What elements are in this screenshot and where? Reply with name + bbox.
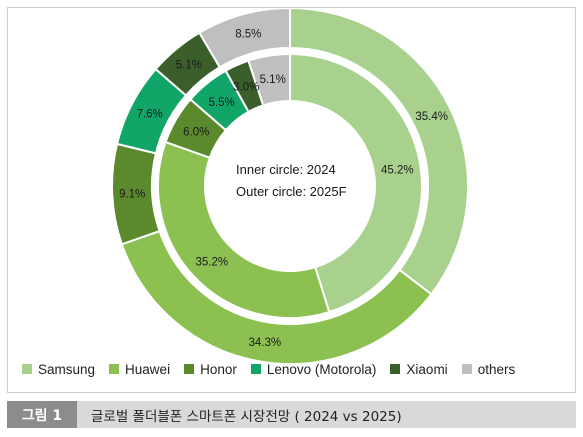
legend-item-huawei: Huawei — [109, 362, 170, 377]
legend-label: Honor — [200, 361, 237, 377]
outer-slice-label: 5.1% — [176, 60, 202, 72]
inner-slice-label: 35.2% — [196, 256, 229, 268]
figure-caption: 그림 1 글로벌 폴더블폰 스마트폰 시장전망 ( 2024 vs 2025) — [7, 401, 576, 428]
inner-slice-label: 45.2% — [381, 165, 414, 177]
inner-slice-label: 5.5% — [209, 97, 235, 109]
inner-slice-samsung — [289, 52, 423, 314]
legend-swatch — [461, 364, 472, 374]
legend-item-lenovo: Lenovo (Motorola) — [250, 361, 377, 377]
legend-swatch — [184, 364, 195, 374]
outer-slice-others — [198, 8, 291, 69]
inner-slice-others — [247, 52, 291, 107]
outer-slice-label: 7.6% — [137, 108, 163, 120]
inner-slice-label: 3.0% — [233, 82, 259, 94]
legend-item-xiaomi: Xiaomi — [390, 361, 448, 377]
legend-item-samsung: Samsung — [22, 362, 95, 377]
outer-slice-label: 9.1% — [119, 188, 145, 200]
donut-chart: 45.2%35.2%6.0%5.5%3.0%5.1%35.4%34.3%9.1%… — [111, 8, 469, 365]
outer-slice-label: 34.3% — [248, 337, 281, 349]
figure-number: 그림 1 — [7, 401, 77, 428]
figure-title: 글로벌 폴더블폰 스마트폰 시장전망 ( 2024 vs 2025) — [91, 408, 402, 425]
legend-item-others: others — [461, 361, 516, 377]
legend-label: Samsung — [38, 361, 96, 377]
center-text-inner: Inner circle: 2024 — [236, 162, 336, 177]
legend-label: Huawei — [125, 361, 171, 377]
legend-label: others — [477, 361, 516, 377]
inner-slice-huawei — [157, 140, 331, 319]
chart-frame: 45.2% 35.2% 6.0% 5.5% 3.0% 5.1% 35.4% 34.3% 9.1%… — [7, 7, 576, 393]
center-text-outer: Outer circle: 2025F — [236, 184, 347, 199]
inner-slice-label: 6.0% — [183, 126, 209, 138]
legend-swatch — [109, 364, 120, 374]
outer-slice-label: 35.4% — [415, 111, 448, 123]
legend-label: Xiaomi — [406, 361, 448, 377]
outer-slice-label: 8.5% — [235, 29, 261, 41]
inner-slice-label: 5.1% — [260, 74, 286, 86]
legend-swatch — [250, 364, 261, 374]
legend-label: Lenovo (Motorola) — [266, 361, 377, 377]
legend-item-honor: Honor — [184, 362, 237, 377]
legend-swatch — [390, 364, 401, 374]
legend-swatch — [22, 364, 32, 374]
chart-legend: Samsung Huawei Honor Lenovo (Motorola) X… — [22, 358, 577, 380]
